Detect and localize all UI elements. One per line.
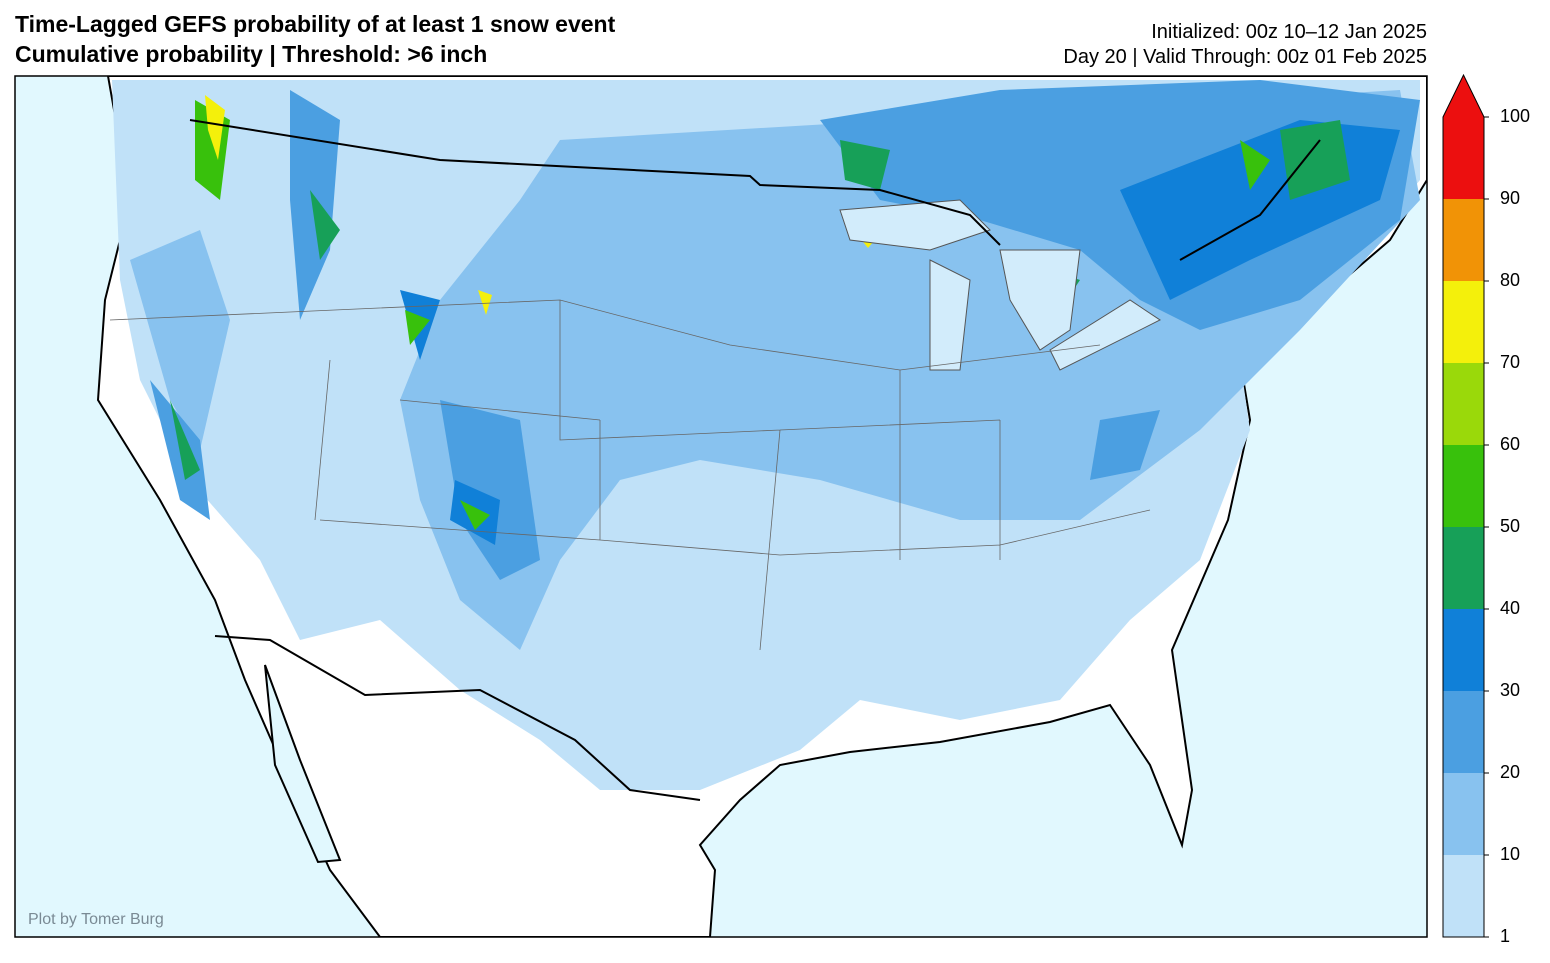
colorbar-label: 1 [1500,926,1510,946]
init-info: Initialized: 00z 10–12 Jan 2025 [1151,21,1427,43]
colorbar-outline [1442,73,1485,938]
colorbar-segment [1443,445,1484,527]
fill-20 [150,80,1420,580]
colorbar-label: 100 [1500,106,1530,126]
colorbar-label: 50 [1500,516,1520,536]
borders [189,119,1321,801]
fill-30 [400,120,1400,545]
colorbar-label: 20 [1500,762,1520,782]
map-frame [14,75,1428,938]
colorbar-label: 80 [1500,270,1520,290]
gulf-of-california [264,664,342,864]
colorbar-segment [1443,527,1484,609]
colorbar-segment [1443,363,1484,445]
colorbar-label: 40 [1500,598,1520,618]
colorbar-label: 90 [1500,188,1520,208]
colorbar: 1 10 20 30 40 50 60 70 80 90 100 [1442,73,1530,946]
colorbar-label: 60 [1500,434,1520,454]
title: Time-Lagged GEFS probability of at least… [15,11,616,37]
colorbar-extend [1443,75,1484,117]
colorbar-segment [1443,855,1484,937]
state-lines [109,299,1151,651]
colorbar-segment [1443,281,1484,363]
colorbar-label: 30 [1500,680,1520,700]
colorbar-segment [1443,117,1484,199]
valid-info: Day 20 | Valid Through: 00z 01 Feb 2025 [1063,46,1427,68]
great-lakes [839,199,1161,371]
colorbar-segment [1443,691,1484,773]
colorbar-segment [1443,773,1484,855]
credit: Plot by Tomer Burg [28,911,164,928]
colorbar-segment [1443,199,1484,281]
fill-50 [195,100,1270,530]
colorbar-segment [1443,609,1484,691]
subtitle: Cumulative probability | Threshold: >6 i… [15,41,487,67]
map: Plot by Tomer Burg [14,75,1428,938]
colorbar-label: 70 [1500,352,1520,372]
colorbar-label: 10 [1500,844,1520,864]
